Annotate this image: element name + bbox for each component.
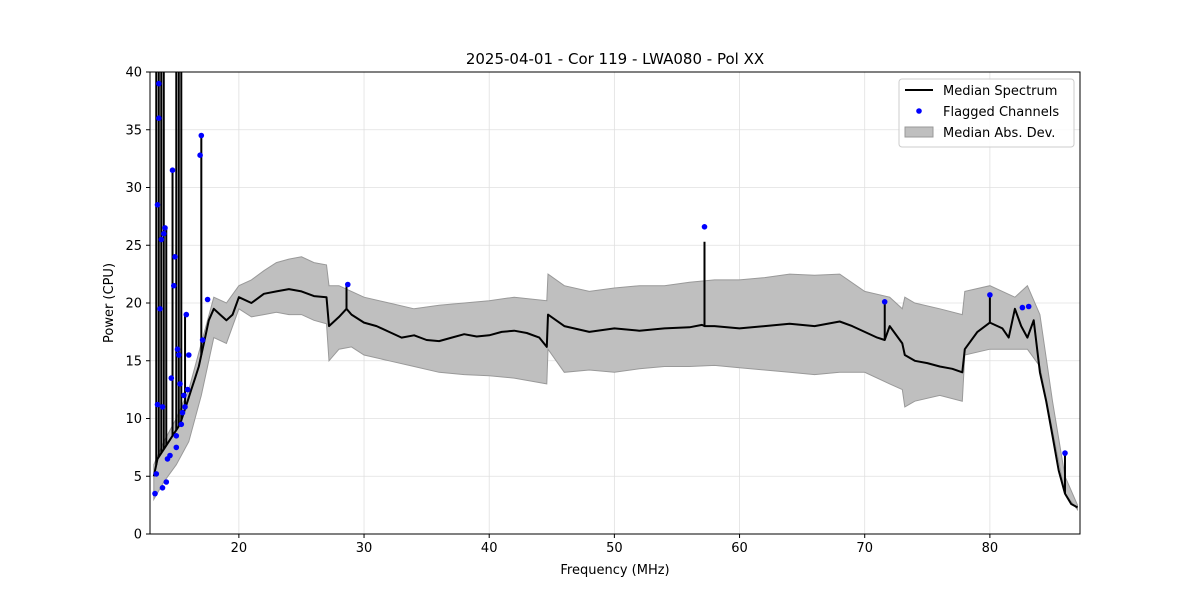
flagged-channel-point [179,409,186,416]
y-tick-label: 30 [125,181,142,196]
flagged-channel-point [156,115,162,121]
y-tick-label: 15 [125,354,142,369]
flagged-channel-point [198,132,205,139]
flagged-channel-point [168,375,175,381]
x-tick-label: 80 [982,541,999,556]
x-tick-label: 70 [856,541,873,556]
flagged-channel-point [154,202,161,208]
legend-label-median: Median Spectrum [943,84,1057,99]
flagged-channel-point [167,452,173,459]
flagged-channel-point [173,444,180,451]
flagged-channel-point [204,296,211,303]
chart-title: 2025-04-01 - Cor 119 - LWA080 - Pol XX [466,50,764,68]
x-tick-label: 50 [606,541,623,556]
flagged-channel-point [174,346,181,353]
flagged-channel-point [163,479,170,485]
flagged-channel-point [176,352,182,358]
flagged-channel-point [186,352,192,358]
flagged-channel-point [154,401,161,408]
flagged-channel-point [152,490,158,497]
legend-label-flagged: Flagged Channels [943,105,1059,120]
flagged-channel-point [183,311,190,318]
flagged-channel-point [159,485,166,491]
flagged-channel-point [161,230,167,237]
flagged-channel-point [987,292,993,298]
flagged-channel-point [1025,303,1032,310]
flagged-channel-point [881,299,888,305]
flagged-channel-point [182,404,188,410]
x-axis: 20 30 40 50 60 70 80 [231,534,999,556]
flagged-channel-point [197,152,203,158]
flagged-channel-point [701,224,708,230]
legend-box [898,78,1075,148]
flagged-channel-point [184,386,191,393]
y-tick-label: 10 [125,412,142,427]
flagged-channel-point [345,281,351,288]
mad-band [153,256,1078,512]
legend-band-swatch [904,126,934,138]
flagged-channel-point [158,236,165,243]
x-tick-label: 20 [231,541,248,556]
y-tick-label: 40 [125,66,142,81]
flagged-channel-point [181,392,187,399]
flagged-channel-point [153,471,160,477]
x-tick-label: 40 [481,541,498,556]
y-tick-label: 5 [134,470,142,485]
flagged-channel-point [178,421,185,428]
flagged-channel-point [1062,450,1068,456]
flagged-channel-point [1019,304,1026,311]
flagged-channel-point [156,80,162,87]
flagged-channel-point [173,433,180,439]
rfi-spikes [155,72,1066,494]
x-tick-label: 60 [731,541,748,556]
x-tick-label: 30 [356,541,373,556]
flagged-channel-point [162,225,168,231]
flagged-channel-point [169,167,176,173]
y-tick-label: 25 [125,239,142,254]
flagged-channel-point [199,337,206,343]
plot-area [152,72,1078,512]
legend-marker-swatch [916,108,922,114]
legend-label-mad: Median Abs. Dev. [943,126,1055,141]
legend: Median Spectrum Flagged Channels Median … [898,78,1075,148]
flagged-channel-point [177,381,183,387]
y-tick-label: 0 [134,528,142,543]
median-spectrum-line [152,288,1078,509]
flagged-channel-point [171,282,177,289]
y-tick-label: 20 [125,297,142,312]
y-axis-label: Power (CPU) [102,263,117,343]
flagged-channel-point [159,404,166,410]
y-axis: 0 5 10 15 20 25 30 35 40 [125,66,150,543]
flagged-channel-point [172,253,178,260]
flagged-channel-point [157,306,163,312]
x-axis-label: Frequency (MHz) [560,563,669,578]
y-tick-label: 35 [125,123,142,138]
flagged-channels [152,80,1068,497]
